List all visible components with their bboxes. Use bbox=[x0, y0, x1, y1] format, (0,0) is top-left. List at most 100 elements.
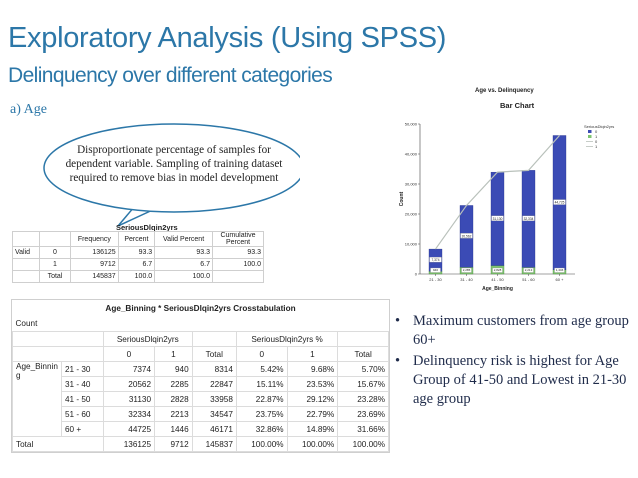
cell: 44725 bbox=[102, 421, 156, 437]
cell bbox=[212, 270, 264, 283]
cell: 23.53% bbox=[286, 376, 339, 392]
callout-text: Disproportionate percentage of samples f… bbox=[65, 144, 283, 184]
bar-chart: 0 10,000 20,000 30,000 40,000 50,000 Count 7,37… bbox=[399, 122, 614, 293]
cell: 9712 bbox=[154, 436, 193, 452]
bullet-text: Maximum customers from age group 60+ bbox=[413, 313, 629, 348]
cell: 2285 bbox=[154, 376, 193, 392]
table-row: Total 145837 100.0 100.0 bbox=[12, 270, 264, 283]
y-tick-label: 50,000 bbox=[405, 122, 418, 127]
freq-header: Valid Percent bbox=[154, 231, 213, 247]
subheader: Total bbox=[191, 346, 237, 362]
page-title: Exploratory Analysis (Using SPSS) bbox=[8, 22, 447, 54]
cell: 100.0 bbox=[117, 270, 156, 283]
data-label-0: 32,334 bbox=[524, 217, 534, 221]
cell: 6.7 bbox=[117, 258, 156, 271]
cell: 33958 bbox=[191, 391, 237, 407]
cell: 100.0 bbox=[154, 270, 213, 283]
cell: 31.66% bbox=[337, 421, 389, 437]
cell: 145837 bbox=[191, 436, 237, 452]
cell: 2213 bbox=[154, 406, 193, 422]
data-label-box bbox=[553, 199, 566, 205]
table-row: Valid 0 136125 93.3 93.3 93.3 bbox=[12, 246, 264, 259]
y-tick-label: 20,000 bbox=[405, 212, 418, 217]
subheader: 0 bbox=[235, 346, 288, 362]
x-tick-label: 41 - 50 bbox=[491, 277, 504, 282]
section-heading: a) Age bbox=[10, 102, 47, 117]
data-label-box bbox=[523, 267, 534, 273]
cell: 20562 bbox=[102, 376, 156, 392]
x-tick-label: 60 + bbox=[556, 277, 565, 282]
subheader: 0 bbox=[102, 346, 156, 362]
data-label-1: 1,446 bbox=[556, 268, 564, 272]
legend-entry: 1 bbox=[595, 144, 598, 149]
table-row: 41 - 50 31130 2828 33958 22.87% 29.12% 23.28% bbox=[13, 391, 389, 407]
cell: 23.69% bbox=[337, 406, 389, 422]
data-label-0: 44,725 bbox=[555, 201, 565, 205]
trend-line bbox=[435, 135, 560, 250]
age-bin-label: 41 - 50 bbox=[61, 391, 104, 407]
crosstab-count-label: Count bbox=[15, 319, 38, 328]
age-bin-label: 31 - 40 bbox=[61, 376, 104, 392]
callout-ellipse bbox=[43, 123, 300, 213]
valid-label: Valid bbox=[12, 246, 40, 259]
data-label-0: 20,562 bbox=[462, 234, 472, 238]
y-tick-label: 30,000 bbox=[405, 182, 418, 187]
bullet-item: • Delinquency risk is highest for Age Gro… bbox=[393, 352, 633, 409]
cell: 5.70% bbox=[337, 361, 389, 377]
data-label-box bbox=[554, 267, 565, 273]
data-label-1: 940 bbox=[433, 268, 438, 272]
cell: 34547 bbox=[191, 406, 237, 422]
cell: 15.11% bbox=[235, 376, 288, 392]
data-label-1: 2,213 bbox=[525, 268, 533, 272]
age-bin-label: 21 - 30 bbox=[61, 361, 104, 377]
data-label-box bbox=[460, 233, 473, 239]
cell: 1446 bbox=[154, 421, 193, 437]
freq-header: Frequency bbox=[70, 231, 119, 247]
crosstab-total-row: Total 136125 9712 145837 100.00% 100.00%… bbox=[12, 436, 389, 452]
cell: 100.00% bbox=[286, 436, 339, 452]
y-tick-label: 40,000 bbox=[405, 152, 418, 157]
bullet-item: • Maximum customers from age group 60+ bbox=[393, 312, 633, 350]
table-row: 60 +44725 1446 46171 32.86% 14.89% 31.66% bbox=[13, 421, 389, 437]
bullet-text: Delinquency risk is highest for Age Grou… bbox=[413, 353, 627, 407]
legend-entry: 1 bbox=[595, 134, 598, 139]
x-tick-label: 21 - 30 bbox=[429, 277, 442, 282]
y-tick-label: 0 bbox=[415, 272, 418, 277]
freq-header: Percent bbox=[117, 231, 156, 247]
cell: 7374 bbox=[102, 361, 156, 377]
table-row: 1 9712 6.7 6.7 100.0 bbox=[12, 258, 264, 271]
group-header: SeriousDlqin2yrs bbox=[102, 331, 193, 347]
cell: 93.3 bbox=[212, 246, 264, 259]
chart-subtitle: Bar Chart bbox=[500, 101, 535, 110]
cell: 29.12% bbox=[286, 391, 339, 407]
cell: 9712 bbox=[70, 258, 119, 271]
table-row: Age_Binning 21 - 30 7374 940 8314 5.42% 9.68% 5… bbox=[12, 361, 389, 437]
bullet-icon: • bbox=[395, 353, 401, 369]
legend-swatch bbox=[588, 130, 592, 133]
cell: 5.42% bbox=[235, 361, 288, 377]
cell: 93.3 bbox=[154, 246, 213, 259]
page-subtitle: Delinquency over different categories bbox=[8, 64, 333, 87]
crosstab-table: Age_Binning * SeriousDlqin2yrs Crosstabu… bbox=[11, 299, 390, 453]
frequency-table: Frequency Percent Valid Percent Cumulati… bbox=[12, 231, 264, 283]
data-label-0: 31,130 bbox=[493, 217, 503, 221]
cell: 100.00% bbox=[235, 436, 288, 452]
cell: 32.86% bbox=[235, 421, 288, 437]
callout-bubble bbox=[43, 123, 300, 227]
cell: 136125 bbox=[102, 436, 156, 452]
crosstab-subheader: 0 1 Total 0 1 Total bbox=[12, 346, 389, 362]
freq-header: Cumulative Percent bbox=[212, 231, 264, 247]
cell: 31130 bbox=[102, 391, 156, 407]
table-row: 31 - 40 20562 2285 22847 15.11% 23.53% 15.67% bbox=[13, 376, 389, 392]
legend-title: SeriousDlqin2yrs bbox=[584, 124, 614, 129]
subheader: 1 bbox=[286, 346, 339, 362]
data-label-box bbox=[522, 215, 535, 222]
freq-header-row: Frequency Percent Valid Percent Cumulati… bbox=[12, 231, 264, 247]
cell: 100.00% bbox=[337, 436, 389, 452]
data-label-box bbox=[461, 267, 472, 273]
cell: 32334 bbox=[102, 406, 156, 422]
x-tick-label: 51 - 60 bbox=[522, 277, 535, 282]
row-label: Total bbox=[39, 270, 71, 283]
bullet-list: • Maximum customers from age group 60+ • D… bbox=[393, 312, 633, 411]
cell: 15.67% bbox=[337, 376, 389, 392]
